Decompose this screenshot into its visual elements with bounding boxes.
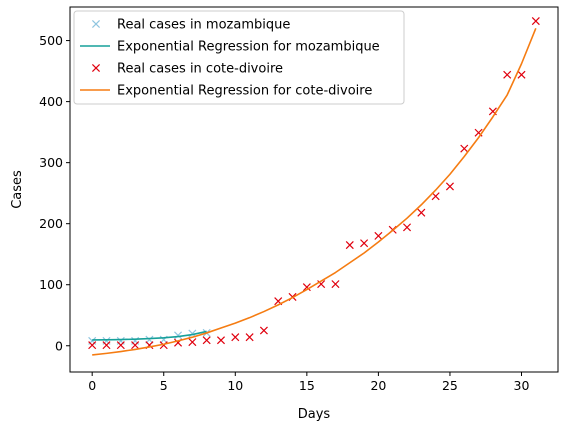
legend-item-exponential-regression-for-mozambique: Exponential Regression for mozambique — [80, 40, 380, 55]
data-point — [445, 182, 454, 191]
x-tick-label: 30 — [514, 378, 530, 393]
data-point — [174, 331, 183, 340]
series-real-cases-in-cote-divoire — [88, 17, 540, 350]
y-axis-label: Cases — [10, 170, 25, 209]
data-point — [431, 192, 440, 201]
series-exponential-regression-for-cote-divoire — [92, 28, 537, 356]
data-point — [116, 341, 125, 350]
series-line — [92, 28, 537, 356]
data-point — [102, 341, 111, 350]
x-tick-label: 15 — [299, 378, 315, 393]
legend-frame — [73, 10, 405, 105]
data-point — [374, 231, 383, 240]
x-tick-label: 10 — [227, 378, 243, 393]
data-point — [531, 17, 540, 26]
data-point — [202, 336, 211, 345]
x-tick-label: 25 — [442, 378, 458, 393]
y-tick-label: 500 — [39, 33, 63, 48]
legend-label: Real cases in mozambique — [117, 18, 290, 33]
y-tick-label: 0 — [55, 338, 63, 353]
data-point — [417, 208, 426, 217]
y-tick-label: 100 — [39, 277, 63, 292]
data-point — [517, 70, 526, 79]
series-exponential-regression-for-mozambique — [92, 330, 207, 341]
data-point — [460, 144, 469, 153]
data-point — [216, 336, 226, 345]
data-point — [259, 326, 268, 335]
data-point — [231, 333, 240, 342]
x-tick-label: 5 — [160, 378, 168, 393]
data-point — [331, 280, 340, 289]
data-point — [302, 283, 311, 292]
x-tick-label: 20 — [370, 378, 386, 393]
x-axis-label: Days — [298, 407, 331, 422]
plot-area — [88, 17, 540, 356]
legend-label: Exponential Regression for cote-divoire — [117, 84, 372, 99]
y-tick-label: 300 — [39, 155, 63, 170]
legend-item-real-cases-in-mozambique: Real cases in mozambique — [91, 18, 290, 33]
axes-frame — [69, 6, 559, 373]
data-point — [188, 338, 197, 347]
y-tick-label: 400 — [39, 94, 63, 109]
data-point — [159, 341, 168, 350]
data-point — [345, 241, 354, 250]
data-point — [503, 70, 512, 79]
legend-swatch — [91, 63, 101, 73]
legend-item-exponential-regression-for-cote-divoire: Exponential Regression for cote-divoire — [80, 84, 372, 99]
data-point — [131, 341, 140, 350]
legend: Real cases in mozambique Exponential Regr… — [73, 10, 405, 105]
data-point — [245, 333, 254, 342]
legend-item-real-cases-in-cote-divoire: Real cases in cote-divoire — [91, 62, 283, 77]
data-point — [360, 239, 369, 248]
legend-label: Real cases in cote-divoire — [117, 62, 283, 77]
legend-label: Exponential Regression for mozambique — [117, 40, 380, 55]
data-point — [402, 223, 412, 232]
data-point — [88, 341, 97, 350]
legend-swatch — [91, 19, 101, 29]
series-line — [92, 330, 207, 341]
y-tick-label: 200 — [39, 216, 63, 231]
x-tick-label: 0 — [88, 378, 96, 393]
